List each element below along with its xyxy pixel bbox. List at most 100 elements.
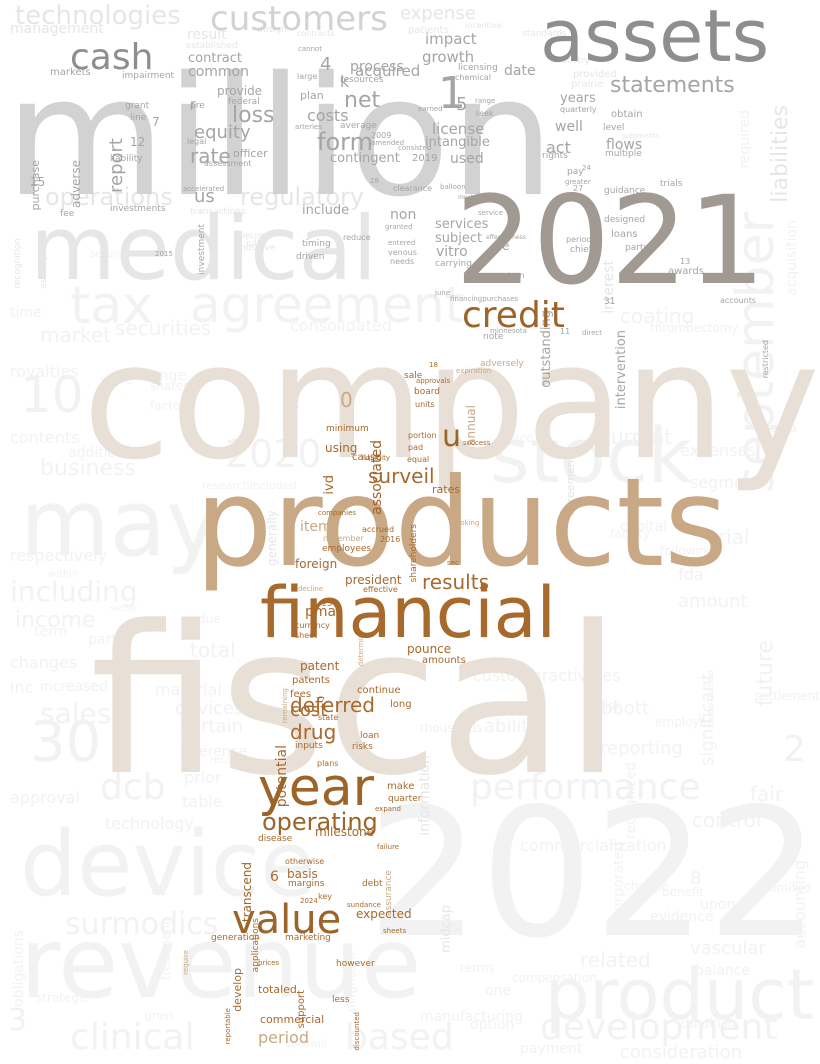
word-dcb: dcb [100, 767, 166, 808]
word-however: however [336, 959, 375, 969]
word-company: company [82, 308, 820, 495]
word-27: 27 [573, 184, 584, 193]
word-compensation: compensation [512, 971, 597, 985]
word-average: average [340, 121, 377, 131]
word-gross: gross [145, 1009, 175, 1022]
word-develop: develop [231, 968, 244, 1012]
word-one: one [485, 983, 512, 999]
word-operations: operations [45, 183, 173, 211]
word-used: used [450, 151, 484, 167]
word-reduce: reduce [343, 233, 371, 242]
word-31: 31 [604, 297, 616, 307]
word-employee: employee [655, 715, 715, 729]
word-associated: associated [369, 440, 385, 515]
word-include: include [302, 203, 350, 218]
word-disease: disease [258, 834, 293, 844]
word-rate: rate [190, 144, 231, 168]
word-amended: amended [371, 139, 405, 147]
word-balance: balance [695, 963, 751, 979]
word-margins: margins [288, 879, 325, 889]
word-8: 8 [690, 868, 702, 889]
word-devices: devices [175, 698, 244, 719]
word-provided: provided [573, 69, 617, 80]
word-operating: operating [262, 808, 378, 836]
word-balloon: balloon [440, 183, 466, 191]
word-granted: granted [385, 223, 413, 231]
word-sheet: sheet [295, 631, 318, 640]
word-13: 13 [680, 257, 691, 266]
word-design: design [257, 25, 287, 35]
word-loss: loss [232, 103, 275, 128]
word-positive: positive [240, 243, 276, 253]
word-5: 5 [456, 94, 468, 115]
word-currency: currency [295, 621, 330, 630]
word-direct: direct [582, 329, 603, 337]
word-prior: prior [184, 768, 222, 787]
word-discounted: discounted [353, 1012, 361, 1051]
word-surveil: surveil [368, 464, 435, 488]
word-table: table [182, 792, 223, 811]
word-accounting: accounting [790, 860, 809, 949]
word-respectively: respectively [10, 546, 108, 565]
word-line: line [130, 113, 147, 123]
word-u: u [442, 419, 462, 454]
word-pre: pre [190, 101, 205, 111]
word-7: 7 [152, 115, 160, 129]
word-1: 1 [438, 68, 466, 119]
word-sales: sales [40, 697, 112, 730]
word-agreement: agreement [190, 276, 465, 334]
word-midcap: midcap [439, 905, 454, 953]
word-value: value [232, 897, 342, 943]
word-prairie: prairie [571, 79, 604, 90]
word-cannot: cannot [298, 45, 323, 53]
word-sale: sale [404, 371, 423, 381]
word-licensing: licensing [458, 63, 498, 73]
word-license: license [432, 120, 485, 138]
word-cause: cause [352, 452, 382, 463]
word-goodwill: goodwill [285, 1039, 327, 1050]
word-return: return [500, 271, 525, 280]
word-2022: 2022 [367, 770, 820, 977]
word-portion: portion [408, 431, 437, 440]
word-foreign: foreign [295, 557, 338, 571]
word-facility: facility [610, 527, 650, 541]
word-remaining: remaining [281, 688, 289, 724]
word-minnesota: minnesota [490, 327, 527, 335]
word-november: november [323, 534, 364, 543]
word-success: success [463, 439, 491, 447]
word-period: period [258, 1028, 309, 1047]
word-changes: changes [10, 653, 78, 672]
word-employees: employees [322, 544, 372, 554]
word-2015: 2015 [155, 250, 173, 258]
word-pay: pay [567, 167, 584, 177]
word-chemical: chemical [455, 73, 491, 82]
word-expenses: expenses [680, 441, 756, 460]
word-assumptions: assumptions [39, 232, 49, 290]
word-report: report [106, 138, 127, 193]
word-sundance: sundance [347, 901, 381, 909]
word-effectiveness: effectiveness [486, 234, 526, 241]
word-arteries: arteries [295, 123, 322, 131]
word-assessment: assessment [204, 159, 252, 168]
word-grant: grant [125, 101, 150, 111]
word-net: net [344, 88, 381, 113]
word-loan: loan [360, 731, 380, 741]
word-surmodics: surmodics [65, 907, 219, 942]
word-material: material [155, 680, 222, 699]
word-royalties: royalties [10, 362, 79, 381]
word-financial: financial [260, 572, 556, 654]
word-investment: investment [197, 224, 207, 275]
word-loans: loans [611, 229, 638, 240]
word-inputs: inputs [295, 741, 323, 751]
word-well: well [555, 119, 583, 135]
word-2024: 2024 [300, 897, 318, 905]
word-24: 24 [582, 164, 591, 172]
word-periods: periods [566, 235, 596, 244]
word-contract: contract [188, 51, 242, 66]
word-security: security [90, 249, 130, 260]
word-legal: legal [187, 137, 207, 146]
word-increased: increased [40, 679, 108, 695]
word-quarter: quarter [388, 794, 422, 804]
word-cost: cost [290, 700, 328, 721]
word-sheets: sheets [383, 927, 407, 935]
